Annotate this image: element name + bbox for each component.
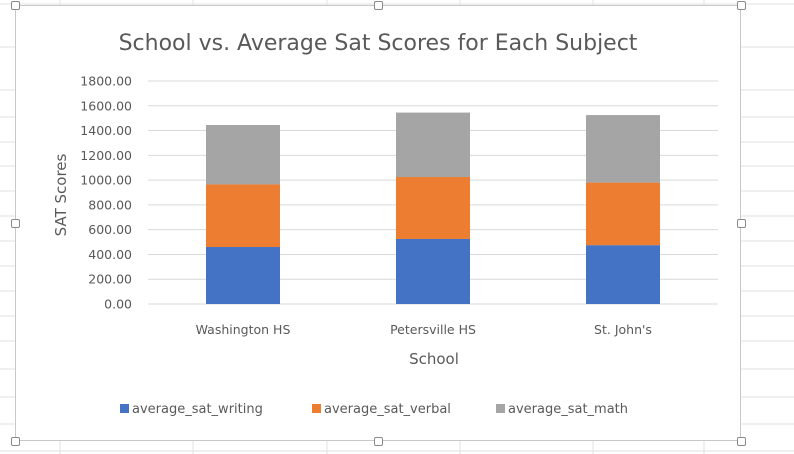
bar-average-sat-verbal[interactable] (396, 177, 470, 239)
bar-average-sat-writing[interactable] (396, 238, 470, 304)
legend-entry[interactable]: average_sat_verbal (324, 402, 451, 417)
resize-handle-top-left[interactable] (11, 1, 20, 10)
bar-average-sat-math[interactable] (396, 112, 470, 178)
y-tick-label: 400.00 (88, 247, 132, 262)
y-tick-label: 1200.00 (80, 148, 132, 163)
y-axis-title: SAT Scores (52, 153, 70, 236)
bar-average-sat-verbal[interactable] (206, 184, 280, 248)
y-tick-label: 200.00 (88, 272, 132, 287)
y-tick-label: 600.00 (88, 222, 132, 237)
resize-handle-top-right[interactable] (737, 1, 746, 10)
legend[interactable]: average_sat_writing average_sat_verbal ave… (120, 402, 628, 417)
bar-average-sat-math[interactable] (586, 115, 660, 183)
bars (206, 112, 660, 304)
bar-average-sat-writing[interactable] (586, 245, 660, 304)
resize-handle-bottom-right[interactable] (737, 437, 746, 446)
resize-handle-middle-right[interactable] (737, 219, 746, 228)
x-tick-label: Washington HS (196, 322, 291, 337)
resize-handle-top-center[interactable] (374, 1, 383, 10)
x-axis-tick-labels: Washington HS Petersville HS St. John's (196, 322, 652, 337)
legend-swatch (312, 404, 321, 413)
legend-swatch (496, 404, 505, 413)
y-tick-label: 800.00 (88, 197, 132, 212)
x-tick-label: St. John's (594, 322, 652, 337)
resize-handle-bottom-left[interactable] (11, 437, 20, 446)
bar-average-sat-writing[interactable] (206, 247, 280, 304)
x-tick-label: Petersville HS (390, 322, 476, 337)
legend-entry[interactable]: average_sat_math (508, 402, 628, 417)
y-axis-tick-labels: 0.00 200.00 400.00 600.00 800.00 1000.00 1200.… (80, 74, 132, 312)
y-tick-label: 1600.00 (80, 98, 132, 113)
chart-title: School vs. Average Sat Scores for Each S… (119, 31, 638, 56)
x-axis-title: School (409, 350, 459, 368)
y-tick-label: 1000.00 (80, 173, 132, 188)
legend-entry[interactable]: average_sat_writing (132, 402, 263, 417)
resize-handle-middle-left[interactable] (11, 219, 20, 228)
bar-average-sat-math[interactable] (206, 124, 280, 185)
y-tick-label: 1400.00 (80, 123, 132, 138)
resize-handle-bottom-center[interactable] (374, 437, 383, 446)
y-tick-label: 0.00 (104, 297, 132, 312)
y-tick-label: 1800.00 (80, 74, 132, 89)
bar-average-sat-verbal[interactable] (586, 182, 660, 246)
legend-swatch (120, 404, 129, 413)
